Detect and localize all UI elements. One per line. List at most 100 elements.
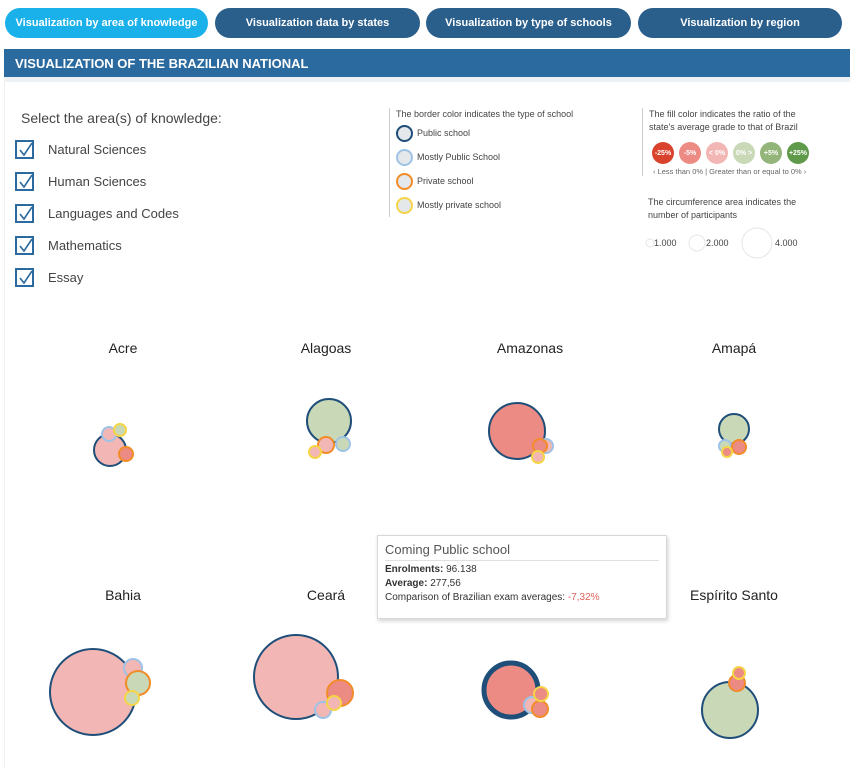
legend-fill-ratio: The fill color indicates the ratio of th… [642, 108, 849, 176]
checkbox[interactable] [15, 267, 34, 287]
tab-type-of-schools[interactable]: Visualization by type of schools [426, 8, 631, 38]
chip-above-0: 0% > [733, 142, 755, 164]
legend-label: Private school [417, 176, 474, 186]
size-label-4000: 4.000 [775, 238, 798, 248]
area-option-essay[interactable]: Essay [15, 265, 83, 289]
checkbox[interactable] [15, 171, 34, 191]
size-legend-circles [645, 227, 773, 259]
legend-size-title-2: number of participants [648, 210, 738, 220]
size-label-2000: 2.000 [706, 238, 729, 248]
legend-size-title: The circumference area indicates the [648, 197, 797, 207]
public-school-swatch [396, 124, 413, 142]
bubble-private[interactable] [118, 446, 134, 462]
legend-fill-title-2: state's average grade to that of Brazil [649, 122, 798, 132]
tooltip-comparison: Comparison of Brazilian exam averages: -… [385, 592, 659, 603]
bubble-mostly-private[interactable] [732, 666, 746, 680]
mostly-private-swatch [396, 196, 413, 214]
checkbox[interactable] [15, 139, 34, 159]
bubble-public[interactable] [488, 402, 546, 460]
chip-plus-25: +25% [787, 142, 809, 164]
chip-plus-5: +5% [760, 142, 782, 164]
legend-label: Mostly Public School [417, 152, 501, 162]
size-circle-4000 [741, 227, 773, 259]
bubble-public[interactable] [701, 681, 759, 739]
area-option-label: Human Sciences [48, 173, 147, 189]
legend-item-public: Public school [396, 121, 596, 145]
state-title-espirito-santo: Espírito Santo [690, 587, 778, 603]
tooltip-enrolments: Enrolments: 96.138 [385, 564, 659, 575]
tooltip-title: Coming Public school [385, 542, 659, 561]
bubble-mostly-public[interactable] [335, 436, 351, 452]
area-option-label: Mathematics [48, 237, 122, 253]
area-option-label: Essay [48, 269, 84, 285]
fill-note: ‹ Less than 0% | Greater than or equal t… [653, 167, 807, 176]
legend-school-type-title: The border color indicates the type of s… [396, 109, 574, 119]
bubble-private[interactable] [731, 439, 747, 455]
bubble-mostly-private[interactable] [531, 450, 545, 464]
tooltip-enrolments-value: 96.138 [446, 564, 477, 575]
bubble-mostly-private[interactable] [326, 695, 342, 711]
tooltip-average-value: 277,56 [430, 578, 461, 589]
bubble-private[interactable] [317, 436, 335, 454]
tooltip-average-label: Average: [385, 578, 428, 589]
top-navigation: Visualization by area of knowledge Visua… [0, 0, 850, 45]
bubble-mostly-private[interactable] [721, 446, 733, 458]
bubble-mostly-private[interactable] [113, 423, 127, 437]
state-title-amazonas: Amazonas [496, 340, 564, 356]
area-option-languages-and-codes[interactable]: Languages and Codes [15, 201, 179, 225]
bubble-mostly-private[interactable] [124, 690, 140, 706]
tooltip-enrolments-label: Enrolments: [385, 564, 444, 575]
bubble-mostly-private[interactable] [533, 686, 549, 702]
area-option-natural-sciences[interactable]: Natural Sciences [15, 137, 146, 161]
bubble-public[interactable] [49, 648, 137, 736]
chip-minus-25: -25% [652, 142, 674, 164]
size-label-1000: 1.000 [654, 238, 677, 248]
bubble-public[interactable] [253, 634, 339, 720]
legend-school-type: The border color indicates the type of s… [389, 108, 596, 217]
chip-minus-5: -5% [679, 142, 701, 164]
bubbles-amazonas [488, 402, 554, 464]
chip-below-0: < 0% [706, 142, 728, 164]
bubbles-espirito-santo [701, 666, 759, 739]
legend-label: Public school [417, 128, 471, 138]
area-option-human-sciences[interactable]: Human Sciences [15, 169, 146, 193]
bubbles-distrito-federal [481, 660, 549, 720]
area-option-label: Languages and Codes [48, 205, 179, 221]
state-title-alagoas: Alagoas [300, 340, 352, 356]
check-icon [19, 142, 33, 156]
tooltip-average: Average: 277,56 [385, 578, 659, 589]
checkbox[interactable] [15, 235, 34, 255]
mostly-public-swatch [396, 148, 413, 166]
private-school-swatch [396, 172, 413, 190]
area-select-title: Select the area(s) of knowledge: [21, 110, 222, 126]
area-option-label: Natural Sciences [48, 141, 147, 157]
check-icon [19, 270, 33, 284]
header-divider [4, 77, 850, 82]
tab-by-region[interactable]: Visualization by region [638, 8, 842, 38]
bubble-mostly-private[interactable] [308, 445, 322, 459]
state-title-ceara: Ceará [306, 587, 346, 603]
area-option-mathematics[interactable]: Mathematics [15, 233, 122, 257]
size-circle-2000 [688, 234, 706, 252]
bubbles-amapa [718, 413, 750, 458]
bubble-private[interactable] [531, 700, 549, 718]
bubbles-acre [93, 423, 134, 467]
tooltip-comparison-label: Comparison of Brazilian exam averages: [385, 592, 566, 603]
bubbles-alagoas [306, 398, 352, 459]
legend-item-mostly-private: Mostly private school [396, 193, 596, 217]
bubble-tooltip: Coming Public school Enrolments: 96.138 … [377, 535, 667, 619]
checkbox[interactable] [15, 203, 34, 223]
tooltip-comparison-value: -7,32% [567, 592, 600, 603]
fill-chip-row: -25% -5% < 0% 0% > +5% +25% [652, 142, 849, 164]
page-title: VISUALIZATION OF THE BRAZILIAN NATIONAL [4, 49, 850, 77]
state-title-bahia: Bahia [105, 587, 141, 603]
check-icon [19, 238, 33, 252]
legend-label: Mostly private school [417, 200, 502, 210]
legend-fill-title: The fill color indicates the ratio of th… [649, 109, 796, 119]
legend-item-mostly-public: Mostly Public School [396, 145, 596, 169]
tab-area-of-knowledge[interactable]: Visualization by area of knowledge [5, 8, 208, 38]
panel-border [4, 82, 5, 768]
legend-item-private: Private school [396, 169, 596, 193]
tab-data-by-states[interactable]: Visualization data by states [215, 8, 420, 38]
